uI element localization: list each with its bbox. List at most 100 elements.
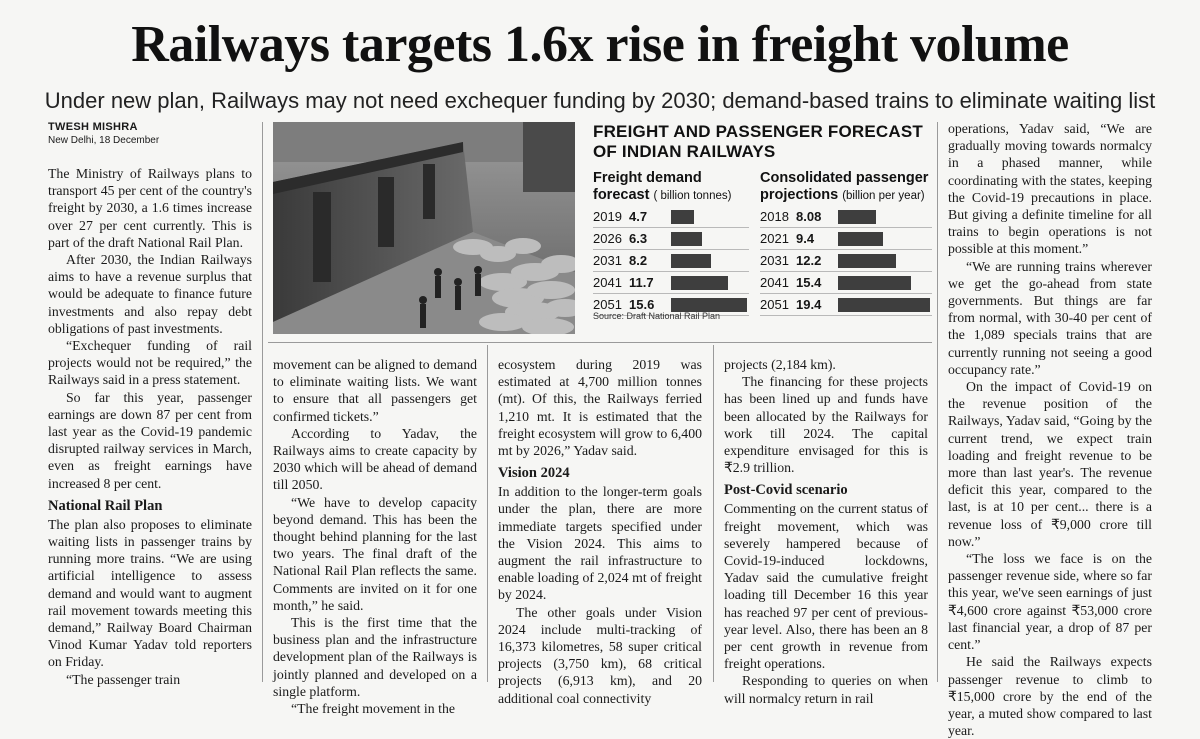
- year-label: 2041: [760, 275, 789, 290]
- value-label: 15.4: [796, 275, 822, 290]
- paragraph: “The passenger train: [66, 671, 181, 687]
- chart-row: 2051 19.4: [760, 294, 932, 316]
- row-divider: [760, 249, 932, 250]
- value-label: 4.7: [629, 209, 648, 224]
- paragraph: The other goals under Vision 2024 includ…: [498, 604, 702, 706]
- value-label: 8.08: [796, 209, 822, 224]
- paragraph: In addition to the longer-term goals und…: [498, 484, 702, 603]
- paragraph: ecosystem during 2019 was estimated at 4…: [498, 357, 702, 459]
- bar: [838, 276, 911, 290]
- article-column-3: ecosystem during 2019 was estimated at 4…: [498, 356, 702, 707]
- row-divider: [593, 227, 749, 228]
- freight-chart-title-line-2: forecast: [593, 187, 650, 203]
- headline: Railways targets 1.6x rise in freight vo…: [131, 16, 1069, 73]
- bar: [671, 276, 728, 290]
- bar: [671, 298, 747, 312]
- paragraph: So far this year, passenger earnings are…: [48, 389, 252, 491]
- paragraph: “The freight movement in the: [291, 701, 455, 717]
- year-label: 2031: [593, 253, 622, 268]
- column-rule: [937, 122, 938, 682]
- byline: TWESH MISHRA: [48, 121, 138, 133]
- chart-row: 2021 9.4: [760, 228, 932, 250]
- freight-demand-chart: 2019 4.7 2026 6.3 2031 8.2 2041 11.7 2051 15.6: [593, 206, 753, 316]
- paragraph: He said the Railways expects passenger r…: [948, 654, 1152, 739]
- year-label: 2026: [593, 231, 622, 246]
- row-divider: [760, 315, 932, 316]
- value-label: 15.6: [629, 297, 655, 312]
- article-column-2: movement can be aligned to demand to eli…: [273, 356, 477, 717]
- chart-row: 2051 15.6: [593, 294, 749, 316]
- bar: [838, 298, 930, 312]
- paragraph: “We are running trains wherever we get t…: [948, 258, 1152, 377]
- column-rule: [713, 345, 714, 682]
- row-divider: [760, 293, 932, 294]
- dateline: New Delhi, 18 December: [48, 135, 160, 146]
- infographic-title: FREIGHT AND PASSENGER FORECAST OF INDIAN…: [593, 122, 933, 162]
- row-divider: [593, 249, 749, 250]
- graphic-rule: [268, 342, 932, 343]
- value-label: 19.4: [796, 297, 822, 312]
- paragraph: “We have to develop capacity beyond dema…: [273, 494, 477, 613]
- chart-row: 2031 8.2: [593, 250, 749, 272]
- paragraph: According to Yadav, the Railways aims to…: [273, 425, 477, 493]
- chart-row: 2026 6.3: [593, 228, 749, 250]
- value-label: 8.2: [629, 253, 648, 268]
- section-heading: Post-Covid scenario: [724, 482, 848, 499]
- section-heading: Vision 2024: [498, 465, 570, 482]
- year-label: 2051: [760, 297, 789, 312]
- paragraph: Commenting on the current status of frei…: [724, 501, 928, 672]
- paragraph: The Ministry of Railways plans to transp…: [48, 166, 252, 250]
- passenger-chart-title-line-2: projections: [760, 187, 839, 203]
- paragraph: The plan also proposes to eliminate wait…: [48, 516, 252, 670]
- section-heading: National Rail Plan: [48, 497, 163, 514]
- bar: [671, 254, 711, 268]
- article-column-4: projects (2,184 km). The financing for t…: [724, 356, 928, 707]
- subheadline: Under new plan, Railways may not need ex…: [44, 88, 1156, 113]
- paragraph: projects (2,184 km).: [724, 357, 836, 372]
- paragraph: movement can be aligned to demand to eli…: [273, 357, 477, 424]
- row-divider: [760, 227, 932, 228]
- paragraph: “The loss we face is on the passenger re…: [948, 551, 1152, 653]
- year-label: 2031: [760, 253, 789, 268]
- year-label: 2041: [593, 275, 622, 290]
- chart-row: 2018 8.08: [760, 206, 932, 228]
- chart-row: 2019 4.7: [593, 206, 749, 228]
- year-label: 2021: [760, 231, 789, 246]
- bar: [671, 232, 702, 246]
- paragraph: operations, Yadav said, “We are graduall…: [948, 121, 1152, 257]
- freight-chart-unit: ( billion tonnes): [653, 190, 732, 202]
- paragraph: On the impact of Covid-19 on the revenue…: [948, 379, 1152, 549]
- paragraph: After 2030, the Indian Railways aims to …: [48, 252, 252, 336]
- freight-chart-title: Freight demand forecast ( billion tonnes…: [593, 170, 753, 205]
- bar: [671, 210, 694, 224]
- value-label: 11.7: [629, 275, 654, 290]
- column-rule: [487, 345, 488, 682]
- row-divider: [593, 315, 749, 316]
- article-column-5: operations, Yadav said, “We are graduall…: [948, 120, 1152, 739]
- paragraph: “Exchequer funding of rail projects woul…: [48, 338, 252, 388]
- paragraph: Responding to queries on when will norma…: [724, 673, 928, 706]
- forecast-infographic: FREIGHT AND PASSENGER FORECAST OF INDIAN…: [583, 122, 935, 334]
- chart-row: 2041 11.7: [593, 272, 749, 294]
- infographic-source: Source: Draft National Rail Plan: [593, 311, 721, 321]
- column-rule: [262, 122, 263, 682]
- value-label: 12.2: [796, 253, 822, 268]
- bar: [838, 232, 883, 246]
- infographic-title-line-1: FREIGHT AND PASSENGER FORECAST: [593, 122, 923, 141]
- passenger-chart-title-line-1: Consolidated passenger: [760, 170, 929, 186]
- infographic-title-line-2: OF INDIAN RAILWAYS: [593, 142, 776, 161]
- row-divider: [760, 271, 932, 272]
- freight-chart-title-line-1: Freight demand: [593, 170, 702, 186]
- year-label: 2019: [593, 209, 622, 224]
- row-divider: [593, 271, 749, 272]
- value-label: 6.3: [629, 231, 648, 246]
- freight-photo: [273, 122, 575, 334]
- passenger-chart-title: Consolidated passenger projections (bill…: [760, 170, 935, 205]
- passenger-chart-unit: (billion per year): [842, 190, 925, 202]
- chart-row: 2031 12.2: [760, 250, 932, 272]
- bar: [838, 210, 876, 224]
- value-label: 9.4: [796, 231, 815, 246]
- chart-row: 2041 15.4: [760, 272, 932, 294]
- paragraph: The financing for these projects has bee…: [724, 374, 928, 476]
- row-divider: [593, 293, 749, 294]
